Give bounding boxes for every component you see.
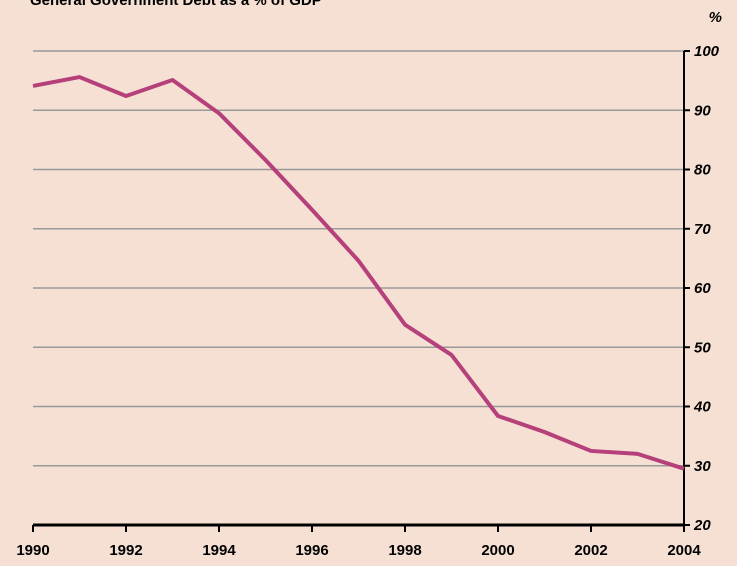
x-tick-label: 1998 <box>388 542 421 559</box>
x-tick-label: 1994 <box>202 542 236 559</box>
y-tick-label: 80 <box>694 162 711 179</box>
y-tick-label: 90 <box>694 102 711 119</box>
x-tick-label: 2000 <box>481 542 514 559</box>
y-tick-label: 70 <box>694 221 711 238</box>
y-tick-label: 30 <box>694 458 711 475</box>
y-tick-label: 40 <box>693 399 711 416</box>
x-tick-label: 2002 <box>574 542 607 559</box>
y-tick-label: 50 <box>694 339 711 356</box>
x-tick-label: 2004 <box>667 542 701 559</box>
data-line <box>32 75 685 471</box>
y-tick-label: 20 <box>693 517 711 534</box>
chart-title: General Government Debt as a % of GDP <box>30 0 322 9</box>
y-tick-label: 60 <box>694 280 711 297</box>
x-tick-label: 1990 <box>16 542 49 559</box>
x-tick-label: 1992 <box>109 542 142 559</box>
y-tick-label: 100 <box>694 43 720 60</box>
x-tick-label: 1996 <box>295 542 328 559</box>
y-unit: % <box>709 9 722 26</box>
